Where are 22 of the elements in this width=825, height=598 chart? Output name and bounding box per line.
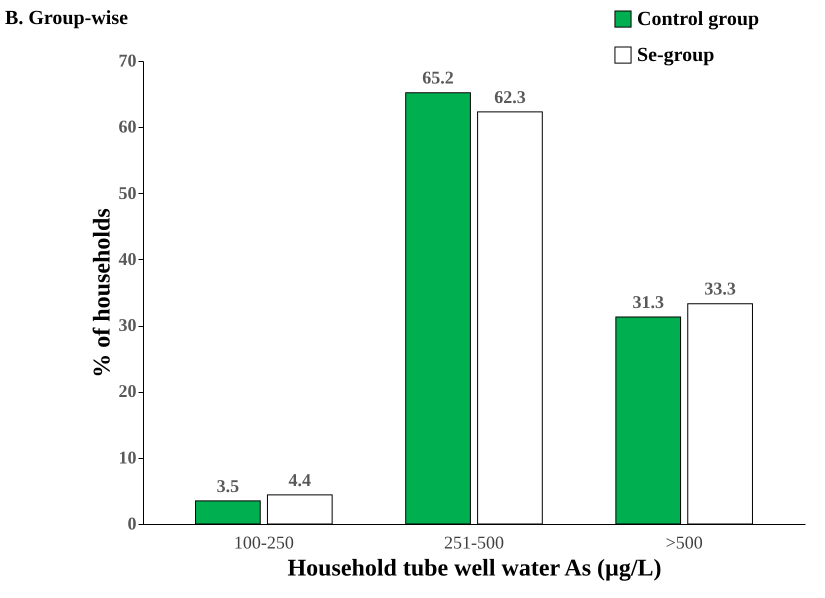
y-tick-label: 20 — [118, 381, 136, 402]
y-tick-label: 40 — [118, 248, 136, 269]
y-tick-label: 70 — [118, 50, 136, 70]
x-tick-label: 251-500 — [444, 532, 504, 552]
legend-label: Control group — [637, 8, 760, 30]
x-tick-label: 100-250 — [234, 532, 294, 552]
chart-title: B. Group-wise — [5, 7, 128, 29]
data-label: 33.3 — [704, 278, 736, 299]
y-tick-label: 10 — [118, 447, 136, 468]
y-tick-label: 0 — [128, 514, 136, 534]
y-tick-label: 30 — [118, 315, 136, 336]
y-axis-title: % of households — [90, 208, 116, 378]
data-label: 31.3 — [632, 292, 664, 312]
x-axis-title: Household tube well water As (µg/L) — [287, 556, 662, 582]
data-label: 4.4 — [288, 470, 312, 490]
data-label: 3.5 — [216, 476, 240, 496]
data-label: 65.2 — [422, 68, 454, 88]
x-tick-label: >500 — [666, 532, 703, 552]
y-tick-label: 60 — [118, 116, 136, 137]
y-tick-label: 50 — [118, 182, 136, 203]
data-label: 62.3 — [494, 86, 526, 107]
legend-label: Se-group — [637, 44, 714, 66]
